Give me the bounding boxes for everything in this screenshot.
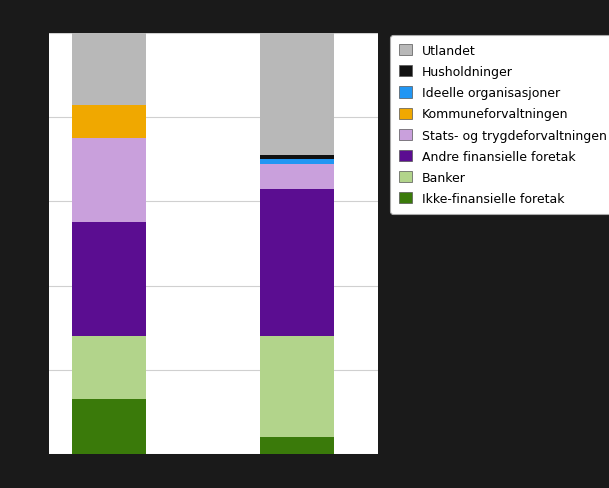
Bar	[72, 336, 146, 399]
Bar	[260, 336, 334, 437]
Bar	[260, 437, 334, 454]
Bar	[260, 164, 334, 189]
Bar	[72, 105, 146, 139]
Bar	[72, 399, 146, 454]
Bar	[260, 189, 334, 336]
Legend: Utlandet, Husholdninger, Ideelle organisasjoner, Kommuneforvaltningen, Stats- og: Utlandet, Husholdninger, Ideelle organis…	[390, 36, 609, 214]
Bar	[72, 223, 146, 336]
Bar	[260, 160, 334, 164]
Bar	[260, 156, 334, 160]
Bar	[72, 34, 146, 105]
Bar	[260, 34, 334, 156]
Bar	[72, 139, 146, 223]
